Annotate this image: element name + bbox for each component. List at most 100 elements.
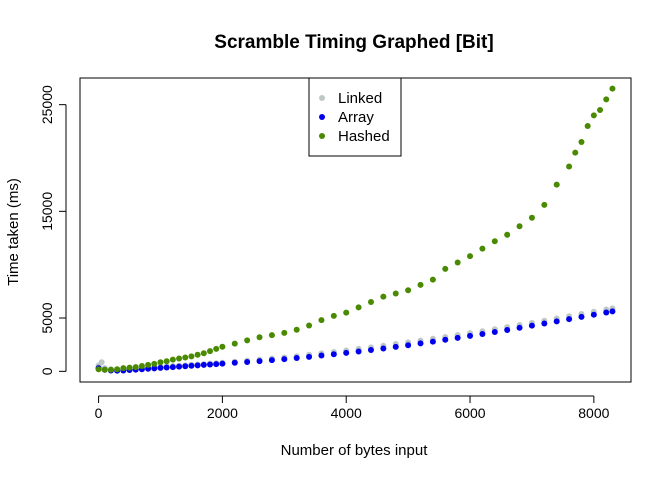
y-axis-label: Time taken (ms) [5,178,22,286]
data-point-array [467,332,474,339]
data-point-array [306,353,313,360]
data-point-array [194,362,201,369]
data-point-hashed [219,343,226,350]
data-point-array [281,356,288,363]
data-point-hashed [429,276,436,283]
data-point-array [405,342,412,349]
data-point-hashed [367,299,374,305]
legend-marker-hashed [319,133,325,139]
x-axis-label: Number of bytes input [281,442,429,459]
x-tick-label: 2000 [207,405,238,421]
data-point-hashed [120,365,127,372]
data-point-hashed [590,112,597,119]
data-point-hashed [479,245,486,252]
data-point-hashed [553,181,560,188]
data-point-hashed [107,366,114,373]
data-point-array [231,359,238,366]
data-point-array [553,318,560,325]
data-point-hashed [572,149,579,156]
data-point-hashed [176,355,183,362]
data-point-hashed [380,293,387,300]
data-point-hashed [244,337,251,344]
x-tick-label: 6000 [454,405,485,421]
data-point-array [578,313,585,320]
data-point-array [207,361,214,368]
data-point-array [163,364,170,371]
data-point-hashed [114,366,121,373]
data-point-array [603,309,610,316]
x-axis: 0 2000 4000 6000 8000 [95,395,610,421]
legend-label-linked: Linked [338,90,382,107]
data-point-array [566,316,573,323]
data-point-hashed [584,123,591,129]
data-point-hashed [169,356,176,363]
data-point-hashed [318,317,325,324]
data-point-array [343,349,350,356]
data-point-hashed [268,332,275,339]
x-tick-label: 4000 [331,405,362,421]
data-point-hashed [566,163,573,170]
legend: Linked Array Hashed [308,77,402,157]
y-tick-label: 5000 [39,302,55,333]
data-point-array [330,351,337,358]
y-tick-label: 0 [39,367,55,375]
data-point-array [157,364,164,371]
data-point-array [169,364,176,371]
data-point-linked [98,359,105,366]
data-point-array [213,361,220,368]
data-point-hashed [355,304,362,311]
data-point-hashed [603,96,610,103]
legend-marker-array [319,114,325,120]
data-point-array [256,358,263,365]
data-point-array [176,363,183,370]
data-point-array [200,361,207,368]
legend-marker-linked [319,95,325,101]
x-tick-label: 8000 [578,405,609,421]
data-point-hashed [467,253,474,260]
series-hashed [95,85,616,373]
data-point-hashed [281,329,288,336]
data-point-hashed [145,361,152,368]
data-point-array [268,357,275,364]
data-point-hashed [231,340,238,347]
data-point-array [442,336,449,343]
data-point-array [188,362,195,369]
data-point-array [454,334,461,341]
data-point-array [590,311,597,318]
data-point-array [355,348,362,355]
data-point-hashed [194,351,201,358]
chart-title: Scramble Timing Graphed [Bit] [214,32,493,53]
data-point-hashed [491,238,498,245]
data-point-array [491,328,498,335]
y-axis: 0 5000 15000 25000 [39,85,67,375]
data-point-array [151,365,158,372]
data-point-hashed [213,345,220,352]
data-point-hashed [597,107,604,113]
data-point-hashed [528,214,535,221]
data-point-array [392,343,399,350]
data-point-hashed [132,364,139,371]
data-point-hashed [101,366,108,373]
data-point-hashed [200,350,207,357]
data-point-hashed [256,334,263,341]
data-point-array [516,324,523,331]
data-point-hashed [392,290,399,297]
data-point-hashed [541,201,548,208]
data-point-hashed [293,326,300,333]
data-point-hashed [95,366,102,373]
data-point-array [182,363,189,370]
data-points [95,85,616,374]
data-point-hashed [516,223,523,230]
data-point-array [318,352,325,359]
data-point-array [417,340,424,347]
data-point-hashed [504,231,511,238]
data-point-hashed [343,309,350,316]
data-point-array [244,358,251,365]
data-point-array [609,308,616,315]
data-point-hashed [405,287,412,294]
data-point-array [380,345,387,352]
data-point-array [293,355,300,361]
legend-label-hashed: Hashed [338,128,390,145]
data-point-array [219,360,226,367]
